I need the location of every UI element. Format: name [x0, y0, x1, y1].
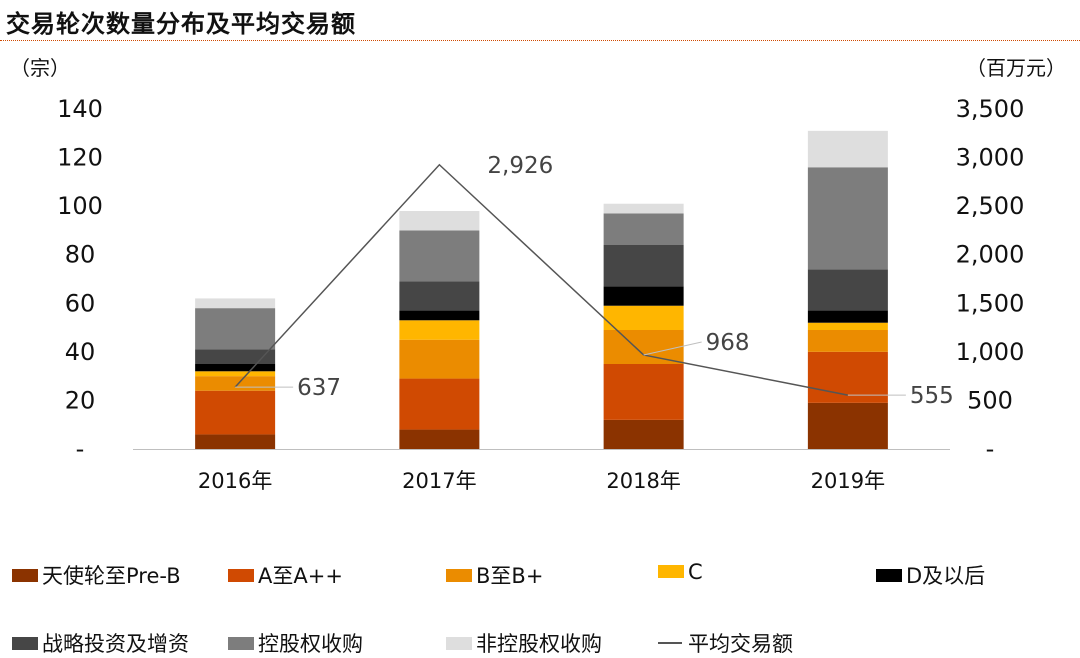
bar-segment [195, 371, 276, 377]
legend-label: 控股权收购 [258, 632, 363, 656]
line-data-label: 2,926 [487, 153, 553, 179]
legend-item: 控股权收购 [228, 628, 363, 658]
bar-segment [399, 310, 480, 321]
bar-segment [603, 419, 684, 449]
bar-segment [603, 305, 684, 330]
legend-swatch [228, 636, 254, 650]
legend-item: C [658, 560, 703, 584]
legend-item: 天使轮至Pre-B [12, 560, 181, 590]
bar-segment [603, 286, 684, 306]
stacked-bar-line-chart: - 20 40 60 80 100 120 140 - 500 1,000 1,500 2,000 2,5… [57, 95, 1025, 493]
legend-swatch [658, 564, 684, 578]
left-axis-tick-label: 40 [65, 338, 96, 366]
legend-label: B至B+ [476, 564, 544, 588]
left-axis-tick-label: - [76, 435, 85, 463]
legend-item: D及以后 [876, 560, 985, 590]
legend-swatch [12, 636, 38, 650]
title-divider [0, 40, 1080, 41]
bar-segment [399, 281, 480, 311]
bar-segment [603, 330, 684, 364]
line-data-label: 637 [297, 375, 341, 401]
legend-swatch [12, 568, 38, 582]
legend-label: 非控股权收购 [476, 632, 602, 656]
line-data-label: 968 [706, 330, 750, 356]
bar-segment [195, 364, 276, 372]
bar-segment [399, 211, 480, 231]
legend-item: 非控股权收购 [446, 628, 602, 658]
average-deal-line [234, 163, 849, 396]
chart-title: 交易轮次数量分布及平均交易额 [6, 10, 356, 38]
right-axis-tick-label: 1,000 [956, 338, 1025, 366]
bar-segment [807, 310, 888, 323]
legend-item: 战略投资及增资 [12, 628, 189, 658]
bar-segment [807, 130, 888, 168]
left-axis-tick-label: 100 [57, 192, 103, 220]
legend-label: C [688, 560, 703, 584]
legend-item: A至A++ [228, 560, 343, 590]
bar-segment [399, 230, 480, 282]
legend-item: 平均交易额 [658, 628, 793, 658]
bar-segment [807, 322, 888, 330]
right-axis-tick-label: 2,500 [956, 192, 1025, 220]
legend-label: 平均交易额 [688, 632, 793, 656]
x-axis-tick-label: 2018年 [606, 469, 680, 493]
bar-segment [195, 434, 276, 449]
left-axis-tick-label: 140 [57, 95, 103, 123]
legend-swatch [446, 568, 472, 582]
right-axis-tick-label: 1,500 [956, 289, 1025, 317]
left-axis-unit: （宗） [10, 56, 70, 80]
bar-segment [399, 339, 480, 379]
data-label-leader [643, 341, 702, 356]
bar-segment [195, 308, 276, 350]
legend-swatch [446, 636, 472, 650]
right-axis-unit: （百万元） [966, 56, 1066, 80]
bar-segment [195, 298, 276, 309]
x-axis-tick-label: 2016年 [198, 469, 272, 493]
bar-segment [603, 203, 684, 214]
legend-label: D及以后 [906, 564, 986, 588]
left-axis-tick-label: 80 [65, 241, 96, 269]
right-axis-tick-label: 2,000 [956, 241, 1025, 269]
bar-segment [603, 245, 684, 287]
left-axis-tick-label: 60 [65, 289, 96, 317]
legend-label: 天使轮至Pre-B [42, 564, 181, 588]
left-axis-tick-label: 20 [65, 386, 96, 414]
legend-label: 战略投资及增资 [42, 632, 189, 656]
bar-segment [603, 213, 684, 245]
bar-segment [807, 402, 888, 449]
right-axis-tick-label: 3,000 [956, 144, 1025, 172]
right-axis-tick-label: 500 [967, 386, 1013, 414]
bar-segment [195, 376, 276, 391]
chart-legend: 天使轮至Pre-B A至A++ B至B+ C D及以后战略投资及增资 控股权收购 非控股权收… [0, 556, 1080, 656]
x-axis-tick-label: 2019年 [811, 469, 885, 493]
legend-swatch [876, 568, 902, 582]
legend-label: A至A++ [258, 564, 343, 588]
line-data-label: 555 [910, 383, 954, 409]
bar-segment [399, 378, 480, 430]
bar-segment [807, 167, 888, 270]
bar-segment [807, 330, 888, 352]
right-axis-tick-label: - [986, 435, 995, 463]
legend-swatch [658, 642, 682, 644]
bar-segment [195, 349, 276, 364]
x-axis-tick-label: 2017年 [402, 469, 476, 493]
legend-item: B至B+ [446, 560, 543, 590]
bar-segment [195, 390, 276, 435]
right-axis-tick-label: 3,500 [956, 95, 1025, 123]
legend-swatch [228, 568, 254, 582]
bar-segment [399, 429, 480, 449]
bar-segment [807, 269, 888, 311]
bar-segment [399, 320, 480, 340]
bar-segment [603, 364, 684, 420]
left-axis-tick-label: 120 [57, 144, 103, 172]
